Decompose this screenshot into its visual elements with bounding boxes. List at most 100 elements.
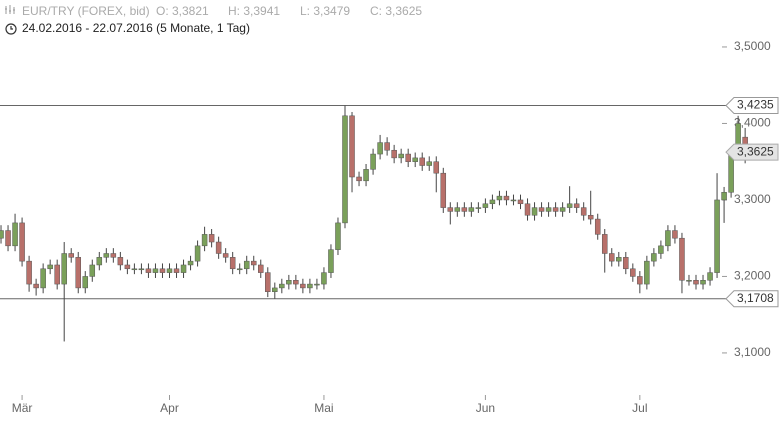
- candle-body: [672, 230, 678, 239]
- x-tick-label: Mär: [12, 401, 33, 415]
- candle-body: [693, 280, 699, 285]
- candle-body: [300, 283, 306, 289]
- candle-body: [566, 203, 573, 208]
- candle-body: [328, 249, 334, 273]
- candle-body: [700, 280, 706, 285]
- y-tick-label: 3,5000: [734, 39, 771, 53]
- candle-body: [538, 207, 545, 212]
- quote-high: H: 3,3941: [228, 4, 280, 18]
- candle-body: [679, 237, 685, 281]
- candle-body: [651, 253, 657, 262]
- quote-close: C: 3,3625: [370, 4, 422, 18]
- clock-icon: [5, 23, 17, 35]
- candle-body: [545, 207, 552, 212]
- candle-body: [258, 264, 264, 273]
- candle-body: [580, 207, 587, 216]
- candle-body: [644, 260, 650, 285]
- x-tick-label: Mai: [314, 401, 333, 415]
- instrument: EUR/TRY (FOREX, bid): [22, 4, 150, 18]
- last-price-tag: [725, 143, 779, 161]
- candle-body: [279, 283, 285, 289]
- candle-body: [131, 268, 138, 271]
- candle-body: [68, 253, 74, 258]
- candle-body: [461, 207, 468, 212]
- candle-body: [658, 245, 664, 254]
- candle-body: [454, 207, 461, 212]
- level-label: 3,1708: [737, 291, 774, 305]
- candle-body: [419, 157, 425, 166]
- candle-body: [33, 283, 39, 289]
- candle-body: [609, 253, 615, 262]
- x-tick-label: Jul: [632, 401, 647, 415]
- candle-body: [510, 199, 517, 202]
- candle-body: [728, 153, 734, 193]
- candle-body: [721, 192, 727, 201]
- candle-body: [173, 268, 180, 273]
- candle-body: [665, 230, 671, 247]
- candle-body: [398, 153, 404, 159]
- candle-body: [503, 195, 510, 201]
- candle-body: [342, 115, 348, 224]
- candle-body: [637, 276, 643, 285]
- candle-body: [623, 257, 629, 270]
- candle-body: [426, 161, 432, 166]
- candle-body: [19, 222, 25, 262]
- candle-body: [215, 241, 222, 254]
- candle-body: [124, 264, 131, 270]
- candle-body: [489, 199, 496, 205]
- candle-body: [208, 234, 215, 243]
- candle-body: [138, 268, 145, 271]
- candle-body: [552, 207, 559, 212]
- candle-body: [201, 234, 208, 247]
- candle-body: [47, 264, 53, 270]
- candle-body: [159, 268, 166, 273]
- candle-body: [40, 268, 46, 289]
- candle-body: [384, 142, 390, 151]
- candle-body: [194, 245, 201, 262]
- last-price-label: 3,3625: [737, 144, 774, 158]
- candle-body: [12, 222, 18, 247]
- y-tick-label: 3,1000: [734, 345, 771, 359]
- level-tag: [725, 290, 779, 308]
- candle-body: [117, 257, 124, 266]
- candle-body: [616, 257, 622, 262]
- candle-body: [496, 195, 503, 201]
- x-tick-label: Jun: [476, 401, 495, 415]
- candle-body: [272, 287, 278, 292]
- candle-body: [587, 214, 594, 220]
- candle-body: [707, 272, 713, 281]
- candle-body: [152, 268, 159, 273]
- candle-body: [265, 272, 271, 292]
- candle-body: [222, 253, 229, 258]
- candle-body: [475, 207, 482, 209]
- y-tick-label: 3,2000: [734, 269, 771, 283]
- candle-body: [559, 207, 566, 212]
- candle-body: [531, 207, 538, 216]
- candle-body: [601, 234, 608, 254]
- candle-body: [110, 253, 117, 258]
- candle-body: [26, 260, 32, 285]
- candle-body: [187, 260, 194, 266]
- candle-body: [243, 260, 250, 270]
- candle-body: [0, 230, 4, 239]
- candle-body: [573, 203, 580, 208]
- y-tick-label: 3,4000: [734, 116, 771, 130]
- candle-body: [482, 203, 489, 208]
- level-label: 3,4235: [737, 98, 774, 112]
- candle-body: [363, 169, 369, 182]
- candle-body: [349, 115, 355, 178]
- candle-body: [440, 172, 447, 208]
- candle-body: [391, 149, 397, 159]
- quote-open: O: 3,3821: [156, 4, 209, 18]
- x-tick-label: Apr: [160, 401, 179, 415]
- candle-body: [377, 142, 383, 155]
- candle-body: [335, 222, 341, 250]
- candle-body: [250, 260, 257, 266]
- candle-body: [321, 272, 327, 285]
- candle-body: [433, 161, 440, 174]
- candle-body: [447, 207, 454, 212]
- date-range: 24.02.2016 - 22.07.2016 (5 Monate, 1 Tag…: [22, 21, 250, 35]
- candle-body: [103, 253, 110, 258]
- candle-body: [630, 268, 636, 277]
- quote-low: L: 3,3479: [300, 4, 350, 18]
